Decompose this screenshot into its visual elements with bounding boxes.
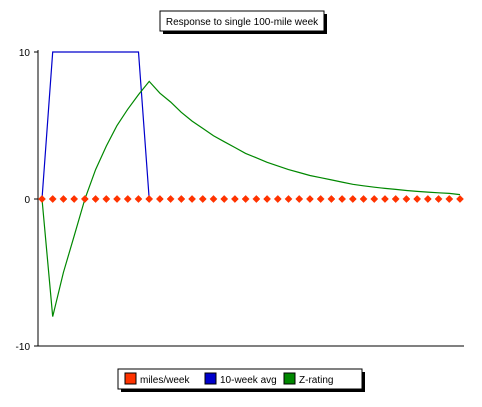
legend-swatch	[124, 372, 137, 385]
data-point-miles-week	[166, 195, 175, 203]
data-point-miles-week	[391, 195, 400, 203]
data-point-miles-week	[413, 195, 422, 203]
data-point-miles-week	[423, 195, 432, 203]
data-point-miles-week	[273, 195, 282, 203]
data-point-miles-week	[113, 195, 121, 203]
data-point-miles-week	[177, 195, 186, 203]
data-point-miles-week	[348, 195, 357, 203]
data-point-miles-week	[230, 195, 239, 203]
data-point-miles-week	[456, 195, 464, 203]
legend-swatch	[204, 372, 217, 385]
legend-label: miles/week	[140, 375, 190, 386]
data-point-miles-week	[91, 195, 100, 203]
data-point-miles-week	[198, 195, 207, 203]
data-point-miles-week	[305, 195, 314, 203]
data-point-miles-week	[445, 195, 454, 203]
data-point-miles-week	[338, 195, 347, 203]
data-point-miles-week	[209, 195, 218, 203]
data-point-miles-week	[220, 195, 229, 203]
data-point-miles-week	[134, 195, 143, 203]
data-point-miles-week	[381, 195, 389, 203]
legend-swatch	[283, 372, 296, 385]
series-line-z-rating	[41, 80, 461, 317]
y-tick-label: -10	[16, 342, 31, 353]
title-box	[159, 10, 325, 32]
y-tick-label: 10	[19, 48, 31, 59]
data-point-miles-week	[241, 195, 250, 203]
data-point-miles-week	[295, 195, 304, 203]
data-point-miles-week	[263, 195, 272, 203]
series-line-10-week-avg	[41, 51, 150, 200]
data-point-miles-week	[123, 195, 132, 203]
data-point-miles-week	[145, 195, 154, 203]
data-point-miles-week	[284, 195, 293, 203]
data-point-miles-week	[155, 195, 164, 203]
y-tick-label: 0	[24, 195, 30, 206]
data-point-miles-week	[370, 195, 379, 203]
data-point-miles-week	[188, 195, 197, 203]
data-point-miles-week	[316, 195, 325, 203]
legend-label: 10-week avg	[220, 375, 277, 386]
chart-title: Response to single 100-mile week	[166, 17, 319, 28]
data-point-miles-week	[252, 195, 261, 203]
data-point-miles-week	[327, 195, 336, 203]
data-point-miles-week	[59, 195, 68, 203]
data-point-miles-week	[402, 195, 411, 203]
legend-box	[117, 368, 363, 390]
data-point-miles-week	[434, 195, 443, 203]
data-point-miles-week	[102, 195, 111, 203]
legend-label: Z-rating	[299, 375, 333, 386]
data-point-miles-week	[48, 195, 57, 203]
data-point-miles-week	[80, 195, 89, 203]
data-point-miles-week	[359, 195, 368, 203]
data-point-miles-week	[38, 195, 46, 203]
data-point-miles-week	[70, 195, 79, 203]
